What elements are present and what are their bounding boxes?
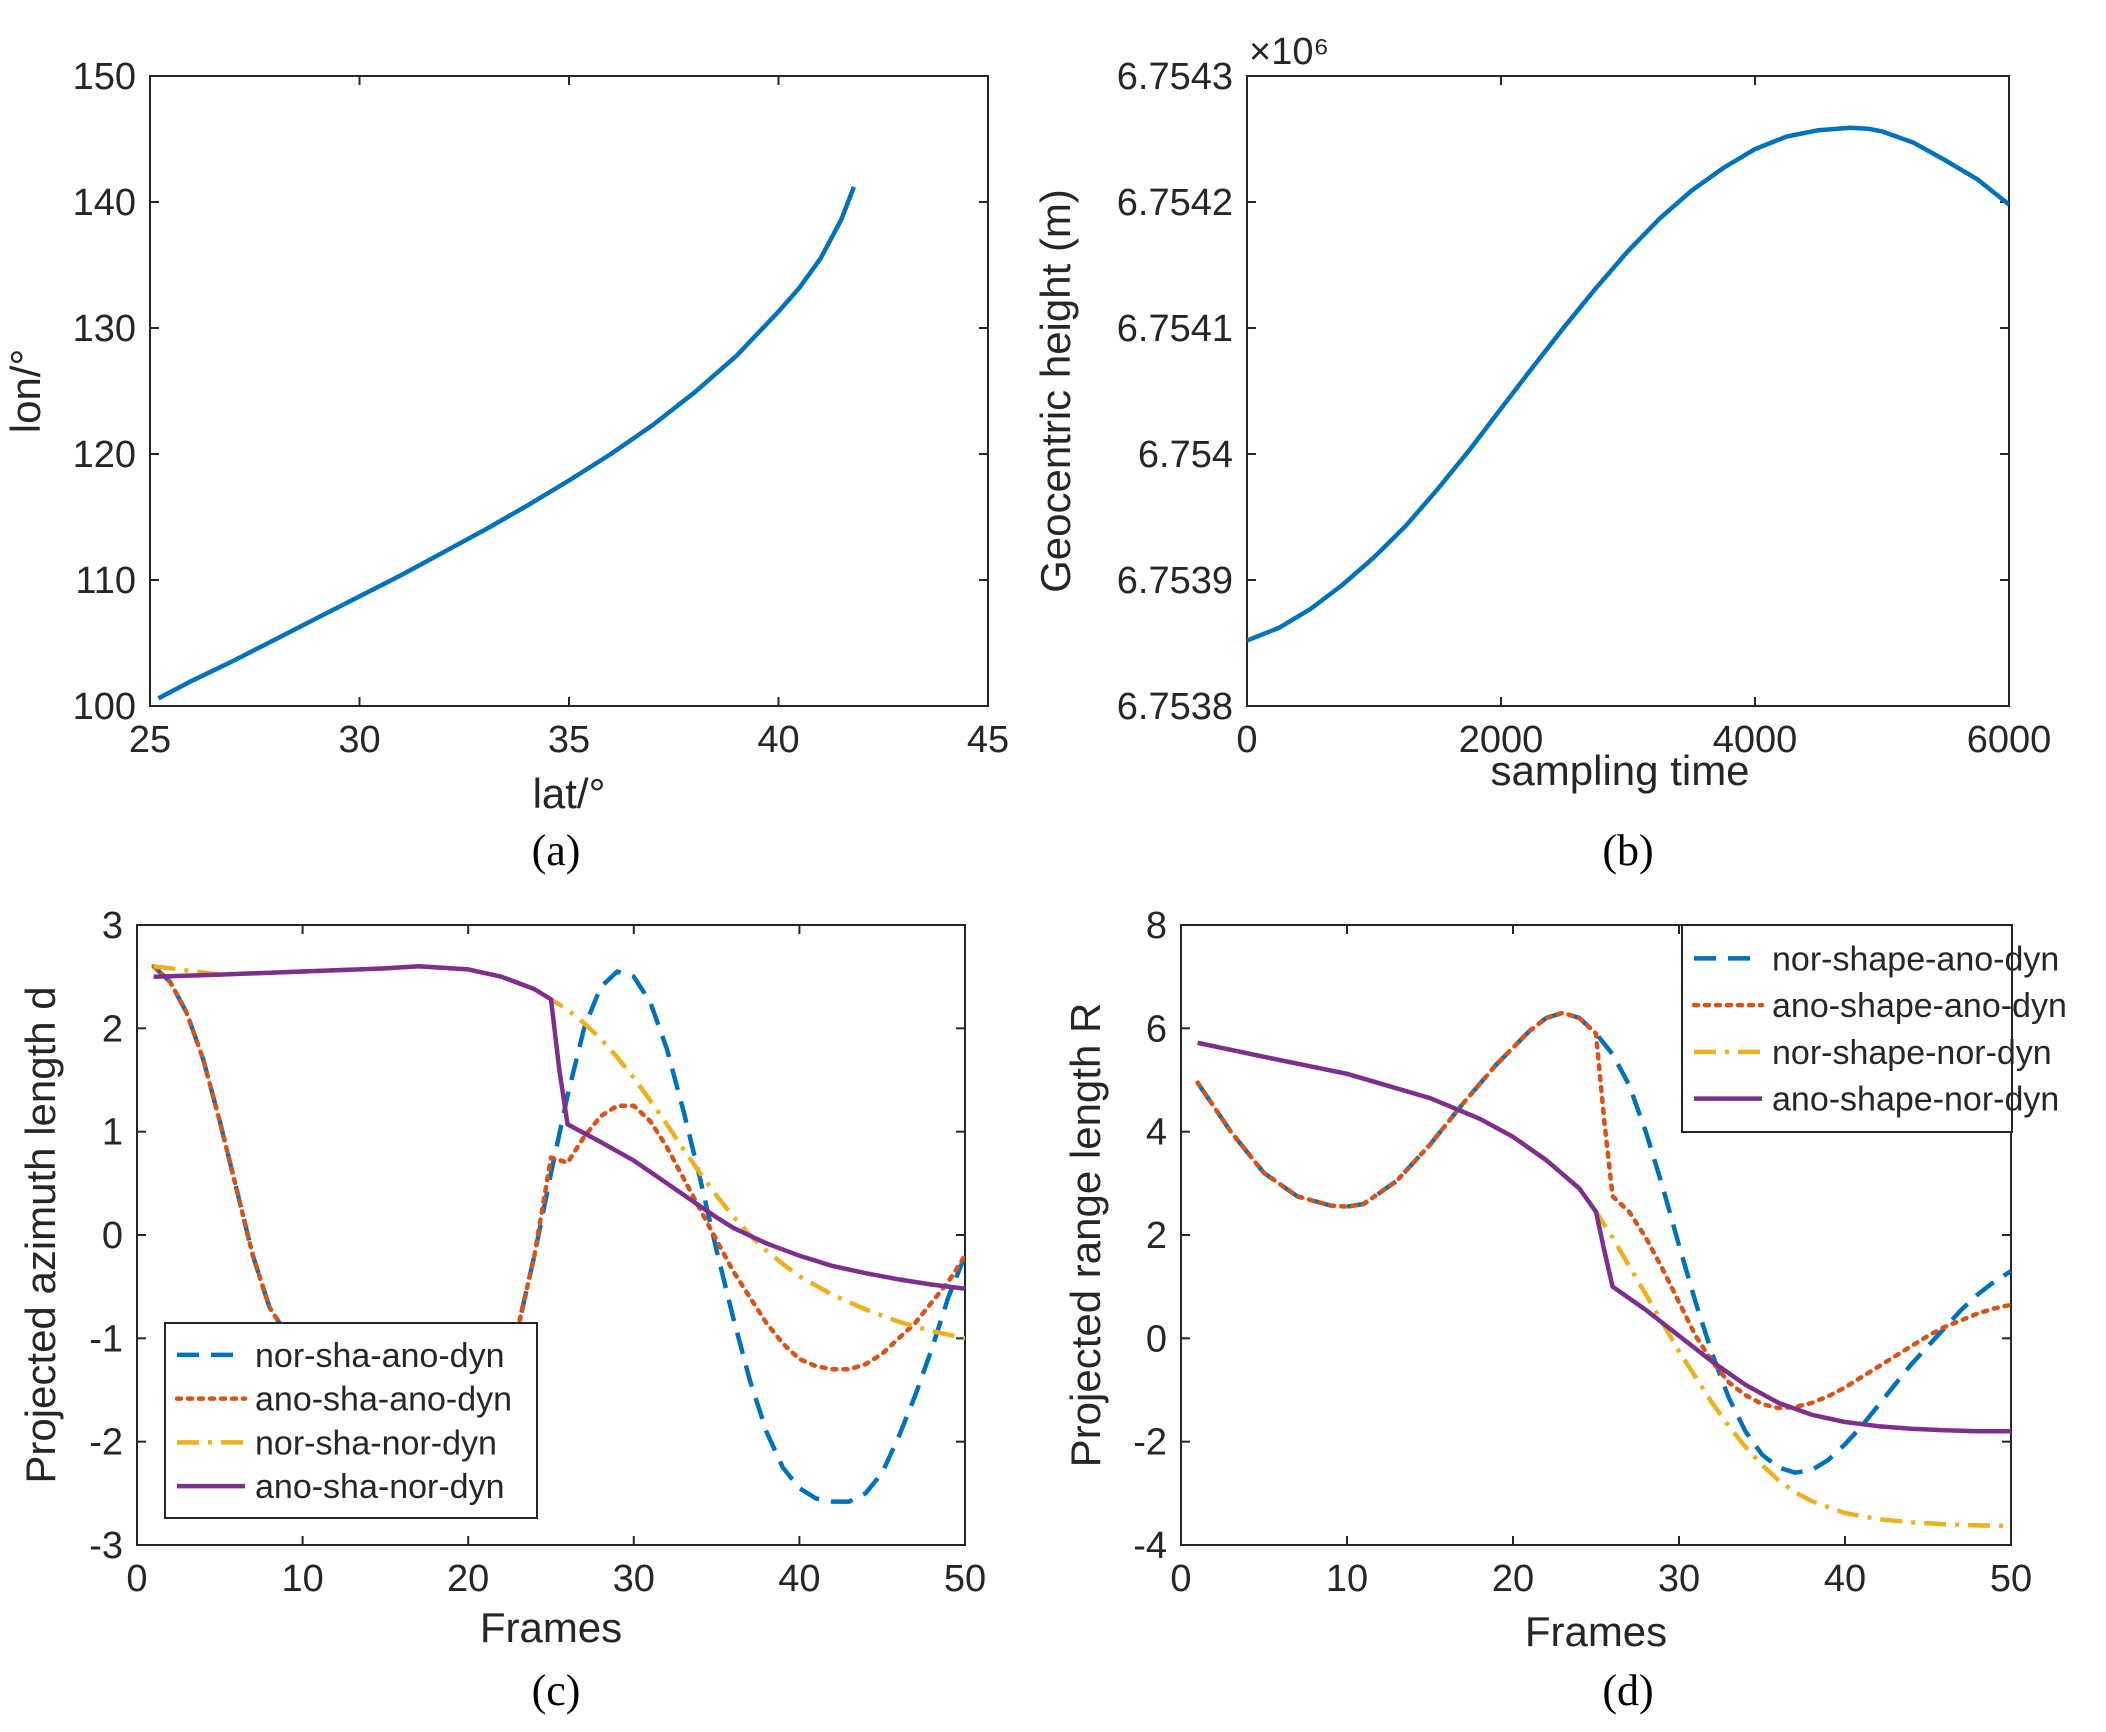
y-tick-label: 110: [75, 560, 136, 602]
x-tick-label: 40: [757, 719, 799, 761]
y-tick-label: 8: [1146, 905, 1167, 947]
y-tick-label: 6.754: [1138, 434, 1233, 476]
series-line-series-0: [157, 186, 856, 701]
x-tick-label: 30: [338, 719, 380, 761]
legend-label: ano-sha-nor-dyn: [255, 1468, 504, 1506]
y-tick-label: 6.7541: [1117, 308, 1233, 350]
y-axis-label: lon/°: [2, 349, 49, 434]
x-axis-label: Frames: [480, 1604, 622, 1651]
y-tick-label: -2: [1133, 1422, 1167, 1464]
x-tick-label: 50: [1990, 1558, 2032, 1600]
x-tick-label: 40: [778, 1558, 820, 1600]
series-line-ano-shape-ano-dyn: [1195, 1010, 2011, 1411]
series-line-ano-sha-ano-dyn: [151, 964, 965, 1372]
y-tick-label: 6.7538: [1117, 686, 1233, 728]
series-line-nor-sha-ano-dyn: [152, 964, 965, 1504]
x-tick-label: 10: [1326, 1558, 1368, 1600]
y-exponent-label: ×10⁶: [1249, 31, 1329, 73]
y-tick-label: -1: [89, 1318, 123, 1360]
legend-label: nor-sha-nor-dyn: [255, 1424, 497, 1462]
x-tick-label: 2000: [1459, 719, 1544, 761]
x-tick-label: 30: [613, 1558, 655, 1600]
legend: nor-sha-ano-dyn ano-sha-ano-dyn nor-sha-no…: [164, 1322, 538, 1519]
chart-caption: (d): [1602, 1666, 1653, 1715]
y-tick-label: 0: [1146, 1318, 1167, 1360]
y-tick-label: 120: [73, 434, 136, 476]
y-tick-label: 2: [102, 1008, 123, 1050]
x-tick-label: 20: [1492, 1558, 1534, 1600]
y-tick-label: 140: [73, 182, 136, 224]
y-axis-label: Geocentric height (m): [1032, 189, 1079, 593]
y-tick-label: 6.7539: [1117, 560, 1233, 602]
chart-caption: (b): [1602, 826, 1653, 875]
series-line-series-0: [1247, 125, 2009, 643]
y-tick-label: 1: [102, 1112, 123, 1154]
legend-label: ano-shape-nor-dyn: [1772, 1081, 2059, 1119]
y-tick-label: 130: [73, 308, 136, 350]
chart-caption: (a): [532, 826, 581, 875]
plot-area: [149, 75, 989, 707]
y-tick-label: -2: [89, 1422, 123, 1464]
y-tick-label: 3: [102, 905, 123, 947]
x-tick-label: 10: [281, 1558, 323, 1600]
chart-a: 25 30 35 40 45 100 110 120 130 140 150 lat/° lon/° (a…: [2, 56, 1009, 875]
legend-label: nor-sha-ano-dyn: [255, 1337, 504, 1375]
y-tick-label: 0: [102, 1215, 123, 1257]
legend-label: ano-sha-ano-dyn: [255, 1381, 512, 1419]
x-tick-label: 25: [129, 719, 171, 761]
x-tick-label: 50: [944, 1558, 986, 1600]
x-tick-label: 0: [126, 1558, 147, 1600]
chart-b: 0 2000 4000 6000 6.7538 6.7539 6.754 6.7541 6.75…: [1032, 31, 2051, 875]
x-axis-label: Frames: [1525, 1608, 1667, 1655]
y-tick-label: 4: [1146, 1112, 1167, 1154]
y-axis-label: Projected range length R: [1062, 1003, 1109, 1468]
x-tick-label: 20: [447, 1558, 489, 1600]
x-tick-label: 0: [1170, 1558, 1191, 1600]
x-axis-label: sampling time: [1490, 747, 1749, 794]
y-tick-label: 6.7543: [1117, 56, 1233, 98]
y-tick-label: 2: [1146, 1215, 1167, 1257]
legend-label: ano-shape-ano-dyn: [1772, 987, 2067, 1025]
x-tick-label: 45: [967, 719, 1009, 761]
chart-caption: (c): [532, 1666, 581, 1715]
plot-area: [1246, 75, 2010, 707]
series-line-ano-shape-nor-dyn: [1197, 1040, 2011, 1434]
legend-label: nor-shape-ano-dyn: [1772, 940, 2059, 978]
x-tick-label: 0: [1236, 719, 1257, 761]
x-tick-label: 35: [548, 719, 590, 761]
y-axis-label: Projected azimuth length d: [17, 986, 64, 1483]
x-tick-label: 4000: [1713, 719, 1798, 761]
y-tick-label: 6.7542: [1117, 182, 1233, 224]
chart-c: 0 10 20 30 40 50 -3 -2 -1 0 1 2 3 Frames Projected azi…: [17, 905, 986, 1715]
y-tick-label: -4: [1133, 1525, 1167, 1567]
y-tick-label: 100: [73, 686, 136, 728]
y-tick-label: -3: [89, 1525, 123, 1567]
y-tick-label: 150: [73, 56, 136, 98]
y-tick-label: 6: [1146, 1008, 1167, 1050]
x-axis-label: lat/°: [533, 770, 606, 817]
legend-label: nor-shape-nor-dyn: [1772, 1034, 2052, 1072]
chart-d: 0 10 20 30 40 50 -4 -2 0 2 4 6 8 Frames Projected rang…: [1062, 905, 2067, 1715]
x-tick-label: 30: [1658, 1558, 1700, 1600]
legend: nor-shape-ano-dyn ano-shape-ano-dyn nor-sh…: [1681, 924, 2067, 1133]
x-tick-label: 40: [1824, 1558, 1866, 1600]
series-line-ano-sha-nor-dyn: [153, 964, 965, 1291]
x-tick-label: 6000: [1967, 719, 2052, 761]
